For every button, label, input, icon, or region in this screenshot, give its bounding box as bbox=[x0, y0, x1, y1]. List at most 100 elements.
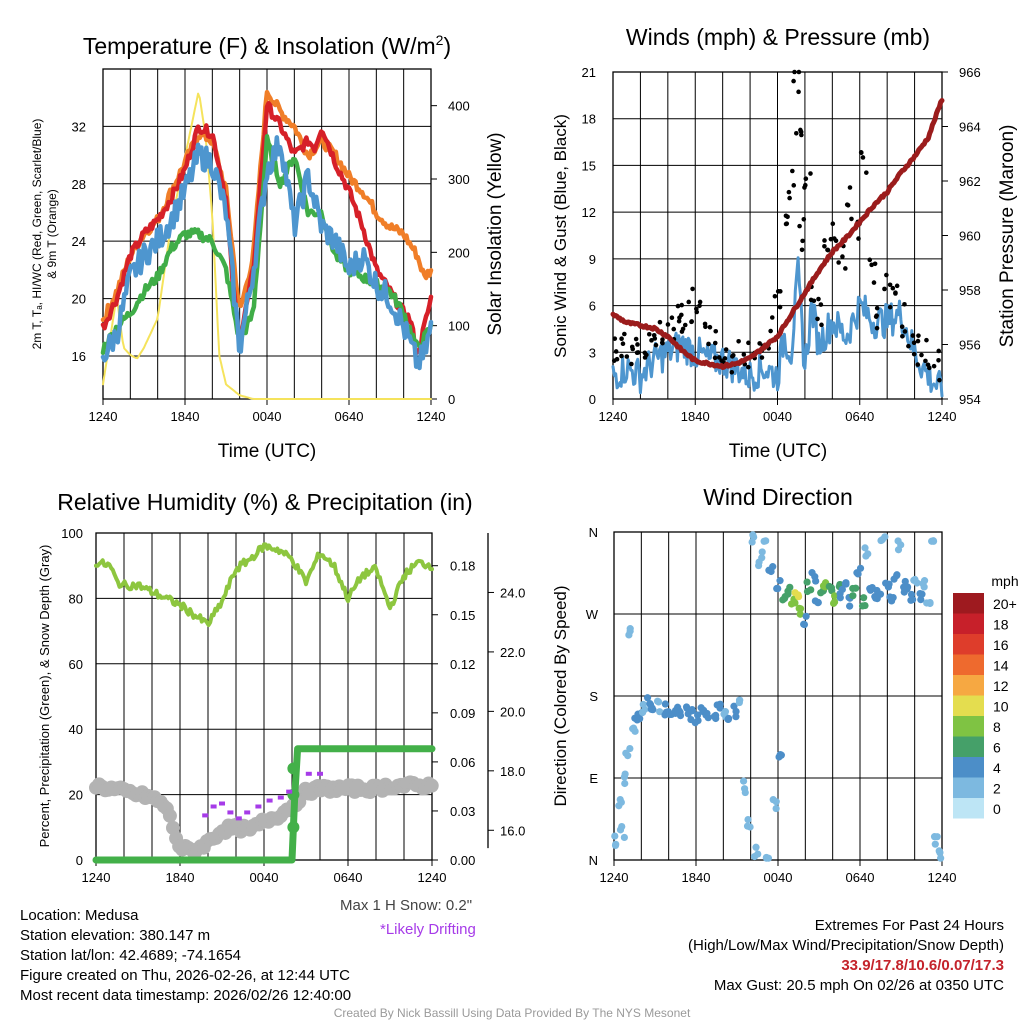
gust-point bbox=[871, 280, 877, 285]
y2-tick-label: 0 bbox=[448, 392, 455, 407]
gust-point bbox=[785, 214, 790, 220]
colorbar-cell bbox=[953, 777, 984, 798]
y-axis-label: Sonic Wind & Gust (Blue, Black) bbox=[551, 114, 570, 358]
y-tick-label: 80 bbox=[69, 591, 83, 606]
station-info: Location: Medusa Station elevation: 380.… bbox=[20, 906, 351, 1006]
gust-point bbox=[635, 350, 641, 355]
gust-point bbox=[825, 247, 831, 253]
drifting-label: *Likely Drifting bbox=[380, 921, 476, 938]
gust-point bbox=[840, 254, 845, 259]
series-line-precipitation bbox=[92, 745, 436, 864]
y-tick-label: N bbox=[589, 525, 598, 540]
direction-point bbox=[748, 538, 756, 546]
gust-point bbox=[723, 347, 729, 352]
x-tick-label: 1840 bbox=[681, 409, 710, 424]
gust-point bbox=[874, 305, 880, 311]
snow-depth-point bbox=[162, 808, 177, 823]
gust-point bbox=[712, 355, 718, 361]
gust-point bbox=[694, 309, 700, 315]
gust-point bbox=[818, 302, 824, 307]
gust-point bbox=[808, 297, 814, 303]
gust-point bbox=[792, 69, 797, 75]
y-tick-label: 20 bbox=[69, 788, 83, 803]
y-tick-label: E bbox=[589, 771, 598, 786]
x-tick-label: 1240 bbox=[600, 870, 629, 885]
direction-point bbox=[758, 548, 766, 556]
created-text: Figure created on Thu, 2026-02-26, at 12… bbox=[20, 967, 350, 984]
direction-point bbox=[620, 773, 629, 781]
direction-point bbox=[624, 752, 632, 760]
direction-point bbox=[807, 586, 815, 594]
gust-point bbox=[633, 336, 639, 342]
direction-point bbox=[612, 840, 620, 848]
colorbar-cell bbox=[953, 593, 984, 614]
y2-tick-label: 962 bbox=[959, 174, 981, 189]
drifting-mark bbox=[219, 801, 225, 806]
gust-point bbox=[867, 257, 873, 263]
gust-point bbox=[800, 238, 805, 244]
y-tick-label: 100 bbox=[61, 526, 83, 541]
direction-point bbox=[935, 847, 943, 855]
series-line-station-pressure bbox=[610, 98, 945, 370]
direction-point bbox=[656, 708, 664, 716]
gust-point bbox=[816, 296, 821, 302]
series-line-sonic-wind bbox=[611, 256, 944, 398]
gust-point bbox=[697, 303, 702, 309]
y2-tick-label: 100 bbox=[448, 319, 470, 334]
y-tick-label: 32 bbox=[72, 119, 86, 134]
direction-point bbox=[864, 550, 872, 558]
precip-tick-label: 0.00 bbox=[450, 853, 475, 868]
x-tick-label: 1240 bbox=[417, 409, 446, 424]
gust-point bbox=[707, 324, 713, 330]
series-line-relative-humidity bbox=[94, 542, 434, 627]
drifting-mark bbox=[286, 789, 293, 794]
gust-point bbox=[849, 216, 854, 222]
gust-point bbox=[722, 356, 728, 361]
colorbar-label: 2 bbox=[993, 781, 1001, 797]
y-tick-label: 60 bbox=[69, 657, 83, 672]
direction-point bbox=[653, 697, 662, 705]
chart-title: Relative Humidity (%) & Precipitation (i… bbox=[57, 489, 472, 515]
direction-point bbox=[620, 833, 628, 842]
direction-point bbox=[682, 703, 691, 711]
gust-point bbox=[787, 195, 792, 201]
location-text: Location: Medusa bbox=[20, 907, 139, 924]
gust-point bbox=[872, 261, 878, 267]
direction-point bbox=[800, 620, 808, 628]
y-tick-label: 40 bbox=[69, 722, 83, 737]
gust-point bbox=[690, 286, 695, 292]
direction-point bbox=[861, 601, 869, 610]
direction-point bbox=[830, 598, 839, 606]
direction-point bbox=[890, 575, 898, 583]
gust-point bbox=[874, 313, 879, 318]
gust-point bbox=[887, 282, 893, 288]
direction-point bbox=[808, 569, 816, 577]
credit-footer: Created By Nick Bassill Using Data Provi… bbox=[333, 1006, 691, 1020]
drifting-mark bbox=[244, 810, 251, 815]
y-tick-label: 6 bbox=[589, 299, 596, 314]
direction-point bbox=[791, 589, 799, 597]
drifting-mark bbox=[235, 816, 242, 821]
y-tick-label: 21 bbox=[582, 65, 596, 80]
gust-point bbox=[736, 339, 741, 344]
x-tick-label: 1240 bbox=[599, 409, 628, 424]
gust-point bbox=[833, 238, 839, 244]
direction-point bbox=[762, 537, 770, 545]
direction-point bbox=[639, 700, 647, 709]
y-tick-label: 0 bbox=[76, 853, 83, 868]
direction-point bbox=[697, 704, 705, 712]
extremes-values: 33.9/17.8/10.6/0.07/17.3 bbox=[841, 957, 1004, 974]
snow-depth-point bbox=[424, 778, 439, 793]
direction-point bbox=[887, 597, 896, 605]
gust-point bbox=[697, 299, 703, 305]
gust-point bbox=[915, 338, 921, 344]
y2-tick-label: 964 bbox=[959, 120, 981, 135]
direction-point bbox=[703, 709, 711, 718]
direction-point bbox=[866, 586, 875, 594]
direction-point bbox=[819, 582, 828, 590]
direction-point bbox=[676, 711, 685, 720]
extremes-title: Extremes For Past 24 Hours bbox=[814, 917, 1004, 934]
gust-point bbox=[630, 346, 636, 352]
direction-point bbox=[741, 788, 749, 797]
